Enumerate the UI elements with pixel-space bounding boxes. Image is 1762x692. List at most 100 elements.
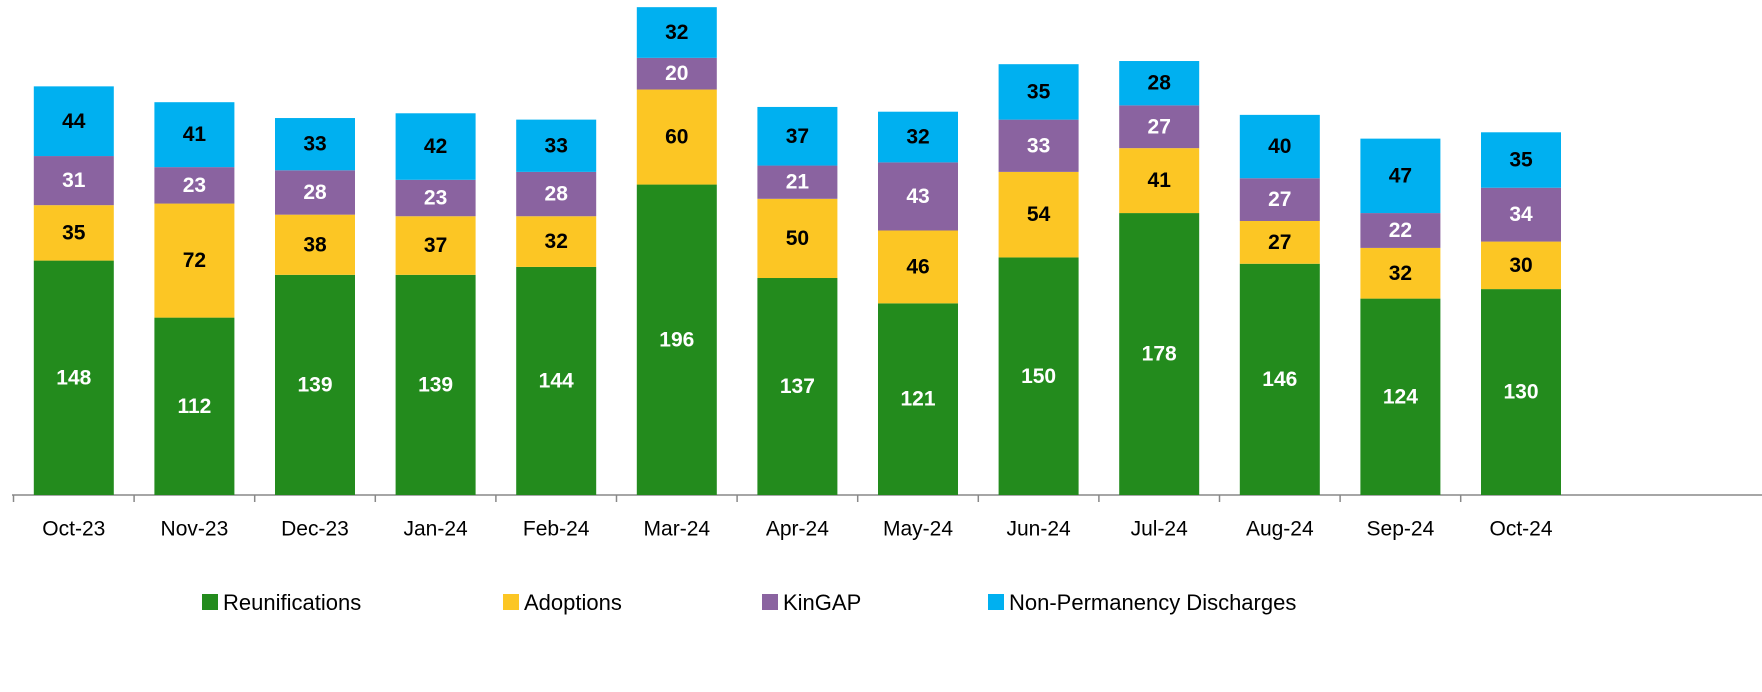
bar-segment [1481,241,1561,290]
bar-segment [757,165,838,199]
data-label: 35 [62,221,86,244]
data-label: 28 [545,183,569,206]
x-tick-label: Oct-23 [42,518,105,541]
x-tick-label: Dec-23 [281,518,349,541]
bar-segment [636,7,717,58]
legend-swatch [202,594,218,610]
bar-segment [1239,220,1320,264]
bar-segment [757,106,838,166]
bar-segment [757,198,838,279]
bar-segment [154,203,235,318]
bar-segment [516,216,597,267]
data-label: 37 [786,125,809,148]
bar-segment [1481,132,1561,188]
data-label: 27 [1268,231,1291,254]
bar-segment [878,303,958,495]
data-label: 30 [1509,254,1532,277]
data-label: 42 [424,135,447,158]
data-label: 27 [1148,115,1171,138]
legend-label: KinGAP [783,590,861,615]
legend-swatch [988,594,1004,610]
data-label: 37 [424,234,447,257]
data-label: 196 [659,328,694,351]
bar-segment [154,102,235,168]
bar-segment [1239,114,1320,179]
bar-segment [998,64,1079,120]
x-tick-label: May-24 [883,518,953,541]
data-label: 33 [1027,134,1050,157]
data-label: 112 [177,395,211,418]
bar-segment [636,57,717,90]
data-label: 22 [1389,219,1412,242]
data-label: 47 [1389,164,1412,187]
data-label: 150 [1021,365,1056,388]
bar-segment [275,118,355,171]
data-label: 54 [1027,203,1051,226]
legend-swatch [503,594,519,610]
data-label: 130 [1503,381,1538,404]
data-label: 32 [545,230,568,253]
data-label: 44 [62,110,86,133]
bar-segment [516,171,597,217]
bar-segment [516,266,597,495]
data-label: 178 [1142,343,1177,366]
bar-segment [1360,138,1441,214]
x-tick-label: Feb-24 [523,518,590,541]
data-label: 28 [303,181,327,204]
data-label: 27 [1268,188,1291,211]
x-tick-label: Mar-24 [644,518,711,541]
legend-label: Adoptions [524,590,622,615]
data-label: 35 [1509,149,1533,172]
data-label: 32 [665,21,688,44]
data-label: 20 [665,62,688,85]
data-label: 41 [1148,169,1172,192]
x-tick-label: Jun-24 [1006,518,1071,541]
bar-segment [1239,178,1320,221]
bar-segment [33,156,114,206]
data-label: 148 [56,366,91,389]
data-label: 40 [1268,135,1291,158]
data-label: 35 [1027,80,1051,103]
data-label: 60 [665,126,688,149]
bar-segment [1360,298,1441,495]
data-label: 32 [1389,262,1412,285]
bar-segment [33,205,114,261]
bar-segment [636,184,717,496]
data-label: 72 [183,249,206,272]
bar-segment [395,274,476,495]
bar-segment [1481,187,1561,242]
data-label: 43 [906,185,929,208]
bar-segment [275,214,355,275]
x-tick-label: Jan-24 [403,518,468,541]
bar-segment [516,119,597,172]
legend-label: Reunifications [223,590,361,615]
bar-segment [1481,289,1561,495]
bar-segment [878,111,958,163]
data-label: 31 [62,169,86,192]
bar-segment [998,171,1079,258]
data-label: 146 [1262,368,1297,391]
data-label: 33 [545,134,568,157]
data-label: 21 [786,171,810,194]
data-label: 41 [183,123,207,146]
bar-segment [33,260,114,495]
data-label: 34 [1509,203,1533,226]
legend-swatch [762,594,778,610]
data-label: 137 [780,375,815,398]
data-label: 139 [418,373,453,396]
x-tick-label: Jul-24 [1131,518,1189,541]
bar-segment [395,216,476,275]
x-tick-label: Nov-23 [161,518,229,541]
data-label: 23 [424,187,447,210]
data-label: 121 [900,388,935,411]
data-label: 46 [906,255,929,278]
x-tick-label: Aug-24 [1246,518,1314,541]
data-label: 124 [1383,385,1418,408]
bar-segment [154,167,235,204]
data-label: 32 [906,126,929,149]
bar-segment [33,86,114,157]
x-tick-label: Apr-24 [766,518,829,541]
bar-segment [154,317,235,495]
bar-segment [1119,213,1200,495]
